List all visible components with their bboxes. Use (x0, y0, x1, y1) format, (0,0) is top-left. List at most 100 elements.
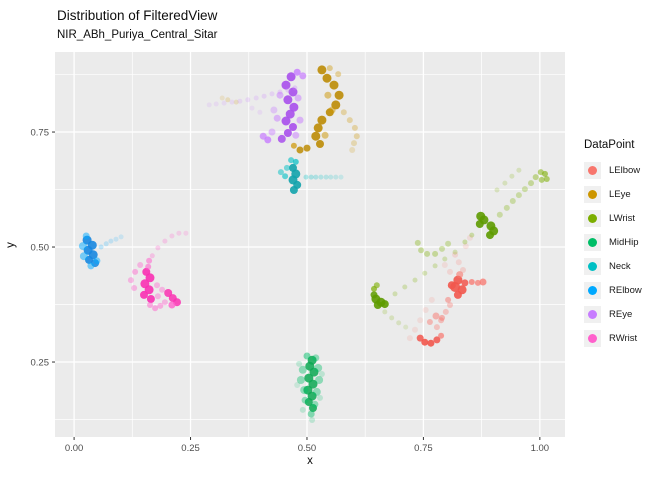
data-point-Neck (288, 157, 295, 164)
data-point-LWrist (542, 170, 548, 177)
data-point-Neck (318, 174, 324, 180)
x-tick-label: 0.25 (181, 443, 200, 454)
data-point-RWrist (132, 268, 139, 275)
data-point-LElbow (452, 251, 459, 258)
data-point-LEye (303, 144, 311, 152)
data-point-RElbow (108, 238, 114, 244)
data-point-REye (296, 116, 304, 124)
data-point-REye (221, 100, 227, 106)
data-point-RElbow (82, 232, 90, 240)
data-point-RWrist (152, 305, 159, 312)
data-point-RElbow (103, 241, 109, 247)
legend-item-LWrist: LWrist (584, 206, 670, 230)
data-point-REye (283, 95, 293, 105)
legend-label: MidHip (609, 236, 639, 248)
data-point-RWrist (146, 257, 153, 264)
x-tick-label: 0.50 (298, 443, 317, 454)
data-point-LEye (322, 73, 332, 83)
legend-label: LWrist (609, 212, 636, 224)
legend-items: LElbow LEye LWrist MidHip Neck RElbow REye RWri… (584, 158, 670, 350)
data-point-LEye (334, 90, 344, 100)
legend-item-REye: REye (584, 302, 670, 326)
data-point-REye (259, 132, 267, 140)
data-point-LElbow (421, 338, 429, 346)
chart-title: Distribution of FilteredView (57, 8, 218, 23)
x-tick-label: 0.75 (414, 443, 433, 454)
data-point-LWrist (412, 277, 418, 283)
data-point-REye (270, 106, 278, 114)
data-point-LElbow (460, 267, 466, 273)
data-point-Neck (283, 164, 290, 171)
legend-color-dot (588, 189, 597, 199)
data-point-MidHip (301, 396, 309, 404)
data-point-LWrist (432, 250, 439, 257)
data-point-LWrist (392, 291, 398, 297)
data-point-LEye (326, 65, 333, 72)
legend-item-RWrist: RWrist (584, 326, 670, 350)
data-point-LWrist (515, 192, 522, 199)
data-point-RWrist (137, 262, 144, 268)
y-axis-title: y (5, 241, 17, 248)
data-point-MidHip (308, 379, 318, 389)
data-point-Neck (292, 158, 299, 165)
chart-subtitle: NIR_ABh_Puriya_Central_Sitar (57, 29, 218, 41)
data-point-RWrist (131, 285, 138, 291)
data-point-LElbow (447, 268, 453, 275)
data-point-LEye (328, 106, 336, 114)
data-point-Neck (303, 174, 309, 180)
data-point-RWrist (147, 302, 153, 308)
data-point-LElbow (447, 281, 456, 290)
data-point-RWrist (149, 253, 155, 259)
data-point-REye (299, 72, 307, 80)
data-point-LWrist (439, 245, 445, 252)
data-point-LEye (313, 123, 323, 133)
data-point-LElbow (445, 296, 452, 303)
legend-key (584, 185, 601, 203)
data-point-LElbow (462, 243, 469, 250)
data-point-LWrist (422, 270, 428, 276)
data-point-RWrist (157, 302, 164, 309)
data-point-LEye (296, 146, 304, 154)
data-point-Neck (277, 169, 284, 176)
data-point-MidHip (312, 354, 320, 362)
data-point-LElbow (439, 314, 445, 321)
data-point-Neck (333, 174, 339, 180)
data-point-LWrist (396, 320, 402, 326)
data-point-LEye (311, 131, 321, 141)
data-point-LEye (225, 97, 231, 103)
data-point-RElbow (79, 252, 88, 261)
data-point-LElbow (468, 279, 475, 285)
data-point-LElbow (447, 302, 453, 308)
data-point-REye (292, 85, 298, 91)
data-point-Neck (313, 174, 319, 180)
data-point-LWrist (452, 249, 458, 255)
data-point-REye (289, 123, 297, 131)
data-point-LWrist (503, 204, 510, 211)
data-point-LWrist (445, 240, 452, 247)
legend-item-Neck: Neck (584, 254, 670, 278)
legend-label: LEye (609, 188, 631, 200)
data-point-RWrist (168, 301, 176, 309)
data-point-LWrist (509, 173, 515, 179)
data-point-LEye (349, 147, 356, 153)
data-point-LWrist (496, 211, 503, 218)
data-point-LEye (351, 124, 358, 131)
legend-color-dot (588, 165, 597, 175)
data-point-RWrist (159, 286, 166, 293)
legend-color-dot (588, 213, 597, 223)
data-point-MidHip (300, 386, 309, 395)
data-point-LWrist (538, 176, 545, 183)
data-point-REye (237, 98, 243, 104)
legend-label: LElbow (609, 164, 641, 176)
legend: DataPoint LElbow LEye LWrist MidHip Neck RElb… (584, 139, 670, 350)
data-point-RWrist (127, 277, 134, 284)
legend-label: RElbow (609, 284, 642, 296)
legend-key (584, 257, 601, 275)
data-point-REye (286, 72, 296, 82)
data-point-LWrist (516, 167, 522, 173)
y-tick-label: 0.75 (31, 128, 50, 139)
data-point-LElbow (412, 326, 418, 333)
data-point-REye (249, 105, 255, 111)
data-point-MidHip (317, 394, 323, 401)
x-axis-title: x (307, 455, 313, 467)
